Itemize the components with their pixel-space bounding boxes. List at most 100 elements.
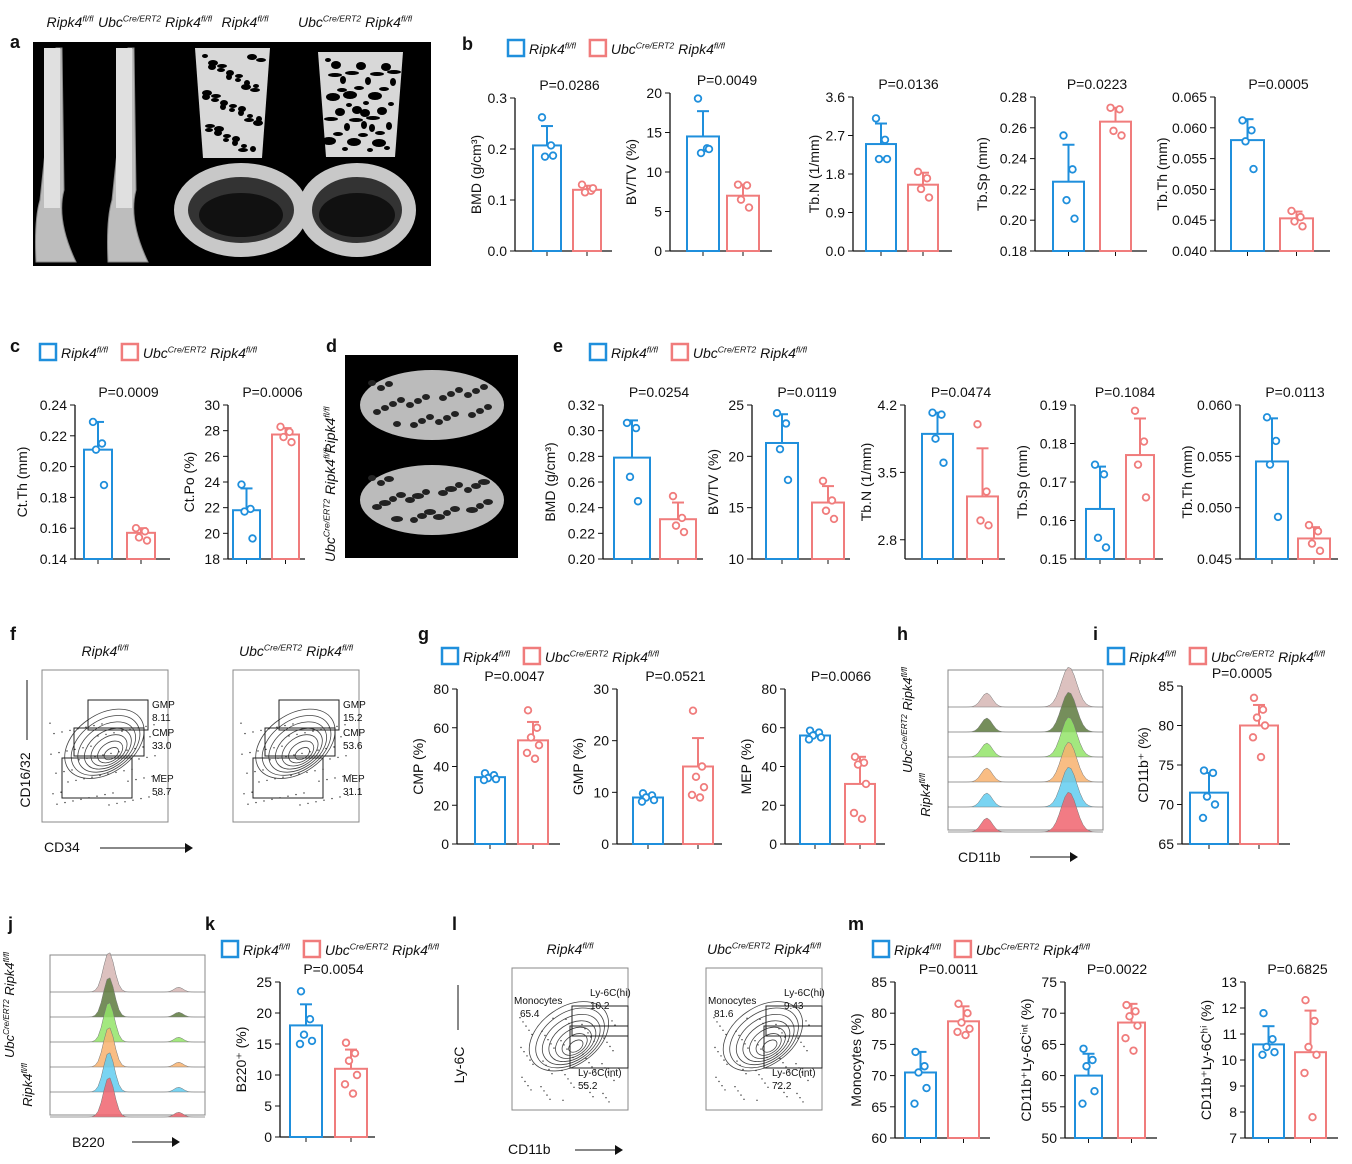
- event-dot: [522, 1021, 524, 1023]
- legend-swatch-knockout: [120, 342, 140, 362]
- trabecular-pore: [343, 91, 357, 99]
- bar-chart-g2: 0 10 20 30 GMP (%) P=0.0521: [570, 668, 722, 852]
- gate-Ly-6C(int): [763, 1025, 823, 1069]
- event-dot: [543, 1090, 545, 1092]
- event-dot: [295, 793, 297, 796]
- event-dot: [301, 752, 303, 755]
- femur-cortex: [44, 48, 60, 208]
- genotype-base: Ripk4: [1043, 942, 1079, 958]
- data-point-control: [631, 423, 641, 433]
- data-point-knockout: [1298, 222, 1307, 231]
- y-tick-label: 20: [256, 1005, 272, 1021]
- p-value-label: P=0.0113: [1265, 384, 1325, 400]
- event-dot: [61, 731, 63, 733]
- y-axis-label: BV/TV (%): [623, 139, 639, 205]
- event-dot: [594, 1070, 596, 1072]
- flow-plot-f-control: Ripk4fl/fl GMP 8.11 CMP 33.0 MEP 58.7: [41, 642, 175, 823]
- data-point-knockout: [668, 491, 678, 501]
- event-dot: [714, 1046, 716, 1049]
- genotype-label: UbcCre/ERT2 Ripk4fl/fl: [298, 13, 413, 30]
- event-dot: [293, 754, 295, 756]
- event-dot: [742, 1068, 744, 1071]
- event-dot: [333, 746, 335, 748]
- event-dot: [83, 778, 85, 780]
- event-dot: [296, 733, 298, 736]
- contour-line: [762, 1039, 778, 1053]
- genotype-prefix-sup: Cre/ERT2: [636, 40, 675, 50]
- trabecular-pore: [443, 415, 451, 421]
- trabecular-pore: [331, 61, 341, 69]
- trabecular-bone-knockout: [318, 52, 403, 157]
- data-point-control: [1090, 460, 1100, 469]
- event-dot: [329, 758, 331, 760]
- event-dot: [290, 774, 292, 777]
- event-dot: [99, 774, 101, 777]
- event-dot: [718, 1080, 720, 1083]
- event-dot: [530, 1089, 532, 1091]
- event-dot: [116, 802, 118, 805]
- histogram-trace: [948, 716, 1104, 758]
- bar-control: [1252, 1043, 1285, 1140]
- event-dot: [110, 752, 112, 755]
- data-point-knockout: [352, 1070, 362, 1080]
- event-dot: [762, 1022, 764, 1025]
- genotype-base: Ripk4: [918, 784, 933, 817]
- data-point-knockout: [530, 754, 540, 763]
- bar-control: [1085, 507, 1115, 561]
- genotype-prefix-sup: Cre/ERT2: [570, 648, 609, 658]
- data-point-knockout: [924, 193, 934, 202]
- event-dot: [746, 1017, 748, 1019]
- legend: Ripk4fl/fl UbcCre/ERT2 Ripk4fl/fl: [220, 939, 440, 959]
- data-point-control: [1068, 165, 1077, 174]
- trabecular-pore: [433, 514, 445, 520]
- data-point-knockout: [522, 748, 532, 758]
- data-point-control: [910, 1099, 919, 1108]
- trabecular-pore: [478, 479, 490, 485]
- plot-frame: [232, 669, 360, 823]
- bar-chart-e2: 10 15 20 25 BV/TV (%) P=0.0119: [705, 384, 850, 567]
- gate-GMP: [87, 699, 149, 731]
- y-tick-label: 80: [871, 1005, 887, 1021]
- event-dot: [342, 775, 344, 778]
- y-tick-label: 0.24: [40, 397, 67, 413]
- genotype-label: UbcCre/ERT2 Ripk4fl/fl: [321, 447, 338, 562]
- event-dot: [741, 1039, 743, 1041]
- data-point-knockout: [857, 814, 867, 824]
- event-dot: [553, 1047, 555, 1049]
- trabecular-pore: [393, 421, 401, 427]
- event-dot: [265, 748, 267, 751]
- histogram-trace: [948, 741, 1104, 783]
- legend-swatch-control: [506, 38, 526, 58]
- histogram-overlay-j: [49, 952, 206, 1118]
- gate-value: 10.2: [590, 1001, 610, 1012]
- genotype-label: UbcCre/ERT2 Ripk4fl/fl: [1211, 648, 1326, 665]
- genotype-label: UbcCre/ERT2 Ripk4fl/fl: [976, 941, 1091, 958]
- y-axis-label: Tb.N (1/mm): [806, 135, 822, 214]
- y-tick-label: 0.16: [1040, 513, 1067, 529]
- bar-control: [1255, 460, 1289, 561]
- event-dot: [784, 1036, 786, 1038]
- cortical-ring-lumen: [319, 193, 395, 237]
- y-axis-label: Tb.Th (mm): [1179, 445, 1195, 518]
- trabecular-pore: [389, 496, 397, 502]
- event-dot: [568, 1022, 570, 1025]
- trabecular-pore: [229, 108, 235, 112]
- trabecular-block: [318, 52, 403, 157]
- event-dot: [804, 1075, 806, 1078]
- data-point-control: [1270, 1047, 1279, 1057]
- genotype-label: Ripk4fl/fl: [82, 642, 130, 659]
- data-point-control: [1202, 792, 1212, 801]
- data-point-control: [491, 774, 501, 784]
- y-tick-label: 0.22: [40, 428, 67, 444]
- data-point-control: [816, 733, 826, 742]
- event-dot: [801, 1071, 803, 1073]
- event-dot: [254, 770, 256, 773]
- gate-Monocytes: [571, 1005, 629, 1037]
- event-dot: [344, 724, 346, 726]
- event-dot: [251, 791, 253, 793]
- data-point-knockout: [344, 1056, 354, 1065]
- event-dot: [602, 1092, 604, 1095]
- genotype-label: UbcCre/ERT2 Ripk4fl/fl: [325, 941, 440, 958]
- y-tick-label: 28: [204, 423, 220, 439]
- trabecular-pore: [372, 139, 386, 147]
